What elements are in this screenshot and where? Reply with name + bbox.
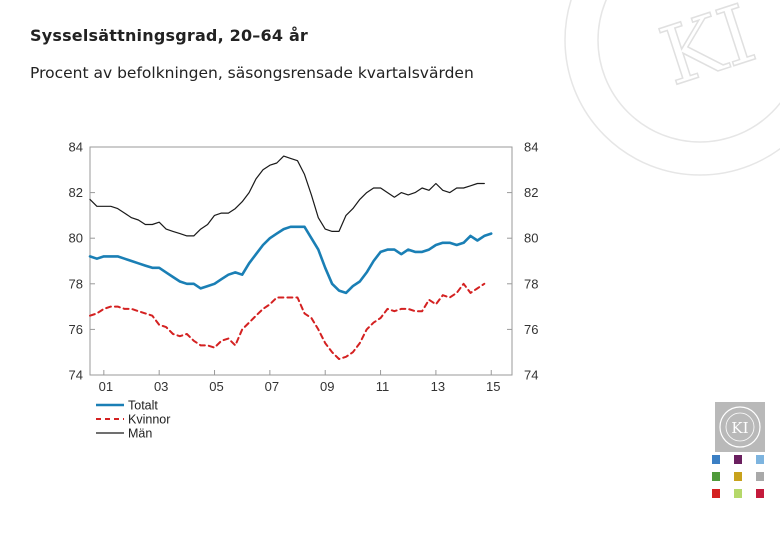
color-swatch — [756, 455, 764, 464]
ki-logo-text: KI — [731, 419, 748, 437]
ki-logo-mark: KI — [719, 406, 761, 448]
ki-logo: KI — [715, 402, 765, 452]
chart-title: Sysselsättningsgrad, 20–64 år — [30, 26, 309, 45]
x-tick-label: 01 — [99, 379, 113, 394]
y-tick-label-right: 82 — [524, 185, 538, 200]
x-tick-label: 13 — [431, 379, 445, 394]
series-line-man — [89, 155, 485, 237]
legend-label: Totalt — [128, 399, 158, 413]
plot-frame — [89, 146, 513, 376]
color-swatch — [712, 455, 720, 464]
legend-label: Kvinnor — [128, 413, 170, 427]
y-tick-label-right: 80 — [524, 231, 538, 246]
y-tick-label-left: 78 — [69, 276, 83, 291]
y-tick-label-right: 84 — [524, 140, 538, 155]
x-tick-label: 07 — [265, 379, 279, 394]
color-swatch — [734, 455, 742, 464]
legend-label: Män — [128, 427, 152, 441]
y-tick-label-left: 82 — [69, 185, 83, 200]
color-swatch — [756, 472, 764, 481]
chart-subtitle: Procent av befolkningen, säsongsrensade … — [30, 64, 474, 82]
y-tick-label-right: 76 — [524, 322, 538, 337]
y-tick-label-left: 76 — [69, 322, 83, 337]
y-tick-label-left: 80 — [69, 231, 83, 246]
x-tick-label: 09 — [320, 379, 334, 394]
series-line-totalt — [88, 225, 493, 295]
color-swatch — [712, 472, 720, 481]
color-swatch — [734, 489, 742, 498]
watermark-outer-ring — [564, 0, 780, 176]
watermark-inner-ring — [597, 0, 780, 143]
y-tick-label-left: 84 — [69, 140, 83, 155]
x-tick-label: 05 — [209, 379, 223, 394]
y-tick-label-right: 78 — [524, 276, 538, 291]
x-tick-label: 11 — [376, 379, 390, 394]
y-tick-label-right: 74 — [524, 368, 538, 383]
x-tick-label: 03 — [154, 379, 168, 394]
color-swatch — [756, 489, 764, 498]
y-tick-label-left: 74 — [69, 368, 83, 383]
color-swatch — [712, 489, 720, 498]
x-tick-label: 15 — [486, 379, 500, 394]
color-swatch — [734, 472, 742, 481]
series-line-kvinnor — [89, 282, 486, 360]
